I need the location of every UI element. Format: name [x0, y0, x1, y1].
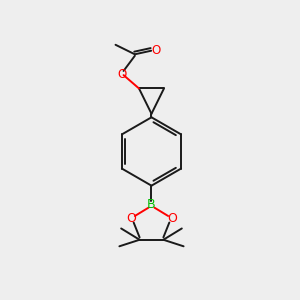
Text: O: O: [167, 212, 177, 225]
Text: B: B: [147, 198, 156, 211]
Text: O: O: [126, 212, 136, 225]
Text: O: O: [151, 44, 160, 57]
Text: O: O: [117, 68, 127, 81]
